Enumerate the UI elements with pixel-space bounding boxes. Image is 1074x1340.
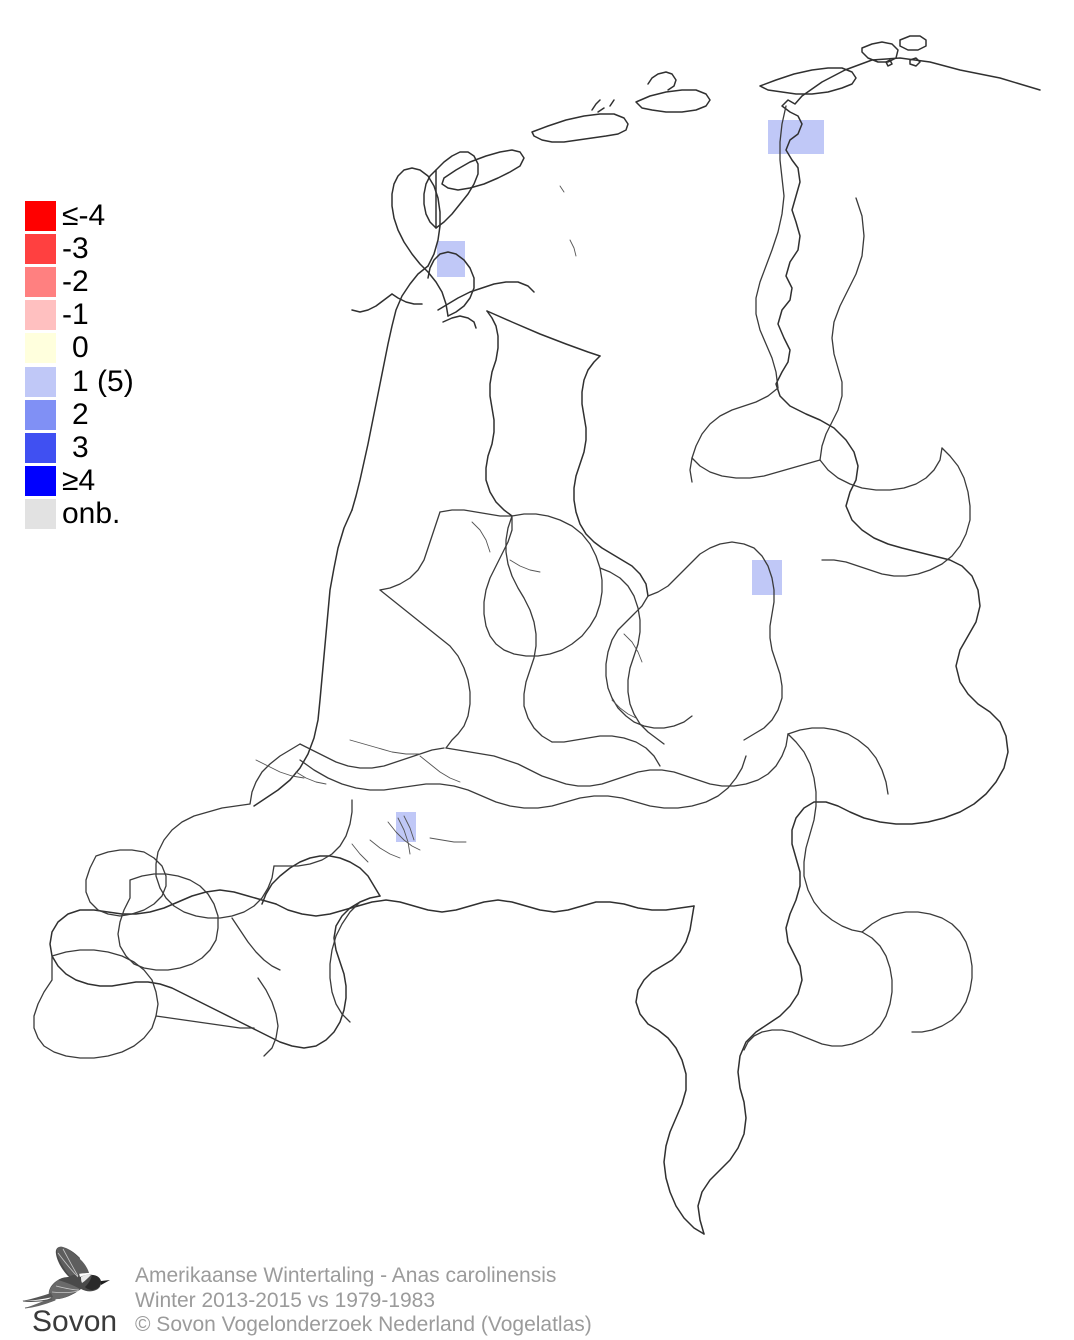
caption-copyright: © Sovon Vogelonderzoek Nederland (Vogela… — [135, 1313, 592, 1336]
legend-item-2[interactable]: -2 — [25, 265, 185, 298]
netherlands-map-svg[interactable] — [0, 0, 1074, 1260]
sovon-logo[interactable]: Sovon — [18, 1244, 128, 1336]
legend-label-ge-plus4: ≥4 — [62, 464, 96, 498]
highlight-cell-groningen-eemshaven[interactable] — [768, 120, 824, 154]
highlight-cell-layer — [396, 120, 824, 842]
legend-label-minus2: -2 — [62, 264, 89, 298]
color-swatch-minus2 — [25, 266, 56, 297]
national-outline — [49, 35, 1041, 1235]
caption-species: Amerikaanse Wintertaling - Anas caroline… — [135, 1264, 557, 1287]
legend-label-le-minus4: ≤-4 — [62, 198, 106, 232]
legend-label-plus2: 2 — [72, 397, 89, 431]
province-boundaries — [33, 105, 973, 1059]
sovon-wordmark: Sovon — [32, 1305, 117, 1336]
legend-label-minus3: -3 — [62, 231, 89, 265]
color-swatch-le-minus4 — [25, 200, 56, 231]
legend-item-4[interactable]: 0 — [25, 332, 185, 365]
legend-item-5[interactable]: 1 (5) — [25, 365, 185, 398]
swallow-bird-icon: Sovon — [22, 1246, 117, 1336]
legend-label-plus1: 1 (5) — [72, 364, 134, 398]
legend-label-zero: 0 — [72, 331, 89, 365]
highlight-cell-gelderland-ijssel[interactable] — [752, 560, 782, 595]
color-swatch-minus1 — [25, 300, 56, 331]
legend-item-7[interactable]: 3 — [25, 431, 185, 464]
color-swatch-ge-plus4 — [25, 466, 56, 497]
legend-item-8[interactable]: ≥4 — [25, 465, 185, 498]
legend-item-1[interactable]: -3 — [25, 232, 185, 265]
legend-item-3[interactable]: -1 — [25, 299, 185, 332]
color-swatch-minus3 — [25, 233, 56, 264]
color-swatch-plus2 — [25, 399, 56, 430]
legend-label-plus3: 3 — [72, 430, 89, 464]
map-canvas[interactable] — [0, 0, 1074, 1260]
highlight-cell-noordholland-texel[interactable] — [437, 241, 465, 277]
legend-label-unknown: onb. — [62, 497, 121, 531]
highlight-cell-biesbosch[interactable] — [396, 812, 416, 842]
color-swatch-plus3 — [25, 432, 56, 463]
inner-detail-lines — [255, 185, 643, 863]
color-swatch-plus1 — [25, 366, 56, 397]
color-swatch-zero — [25, 333, 56, 364]
caption-period: Winter 2013-2015 vs 1979-1983 — [135, 1288, 436, 1312]
legend-item-9[interactable]: onb. — [25, 498, 185, 531]
legend-item-6[interactable]: 2 — [25, 398, 185, 431]
footer: Sovon Amerikaanse Wintertaling - Anas ca… — [0, 1243, 1074, 1340]
color-swatch-unknown — [25, 499, 56, 530]
map-caption: Amerikaanse Wintertaling - Anas caroline… — [135, 1264, 592, 1338]
legend-label-minus1: -1 — [62, 298, 89, 332]
legend-item-0[interactable]: ≤-4 — [25, 199, 185, 232]
change-class-legend: ≤-4 -3 -2 -1 0 1 (5) 2 3 — [25, 199, 185, 531]
